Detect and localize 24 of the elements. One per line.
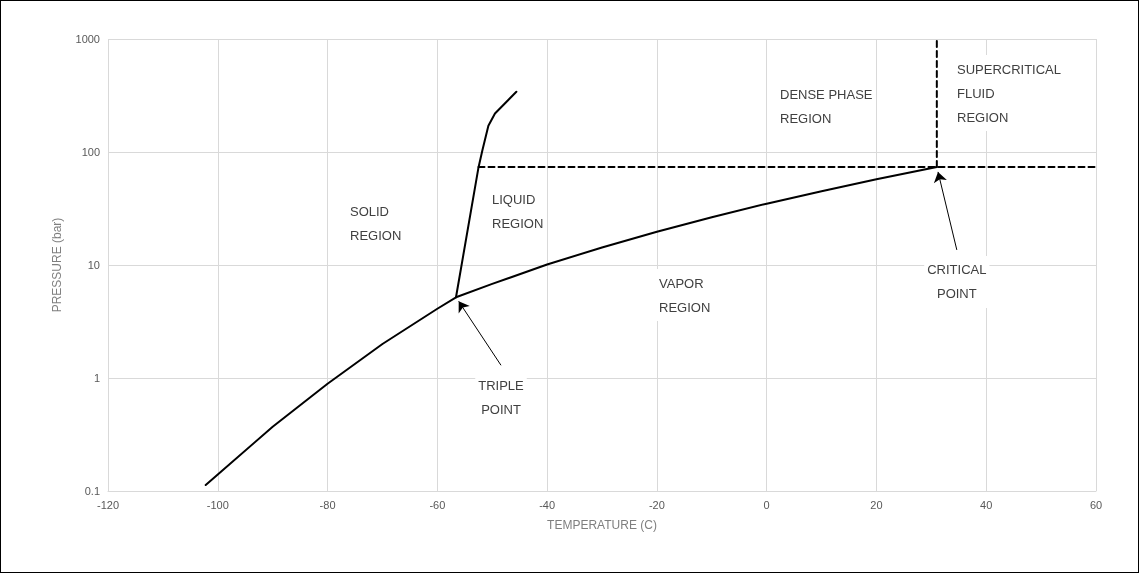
annotation: VAPOR REGION xyxy=(659,275,711,315)
x-tick-label: -40 xyxy=(539,498,556,511)
x-tick-label: -100 xyxy=(206,498,229,511)
x-tick-label: 40 xyxy=(980,498,993,511)
y-tick-label: 1 xyxy=(93,372,100,384)
x-tick-label: 0 xyxy=(763,498,770,511)
annotation: SUPERCRITICAL FLUID REGION xyxy=(957,61,1062,125)
annotation: SOLID REGION xyxy=(350,203,402,243)
x-tick-label: 20 xyxy=(870,498,883,511)
y-tick-label: 100 xyxy=(81,146,100,158)
y-axis-title: PRESSURE (bar) xyxy=(50,217,64,313)
annotation: DENSE PHASE REGION xyxy=(780,86,873,126)
y-tick-label: 0.1 xyxy=(84,485,100,497)
annotation: CRITICAL POINT xyxy=(927,262,987,302)
annotation: TRIPLE POINT xyxy=(478,377,525,417)
x-axis-title: TEMPERATURE (C) xyxy=(547,518,657,532)
annotation: LIQUID REGION xyxy=(492,191,544,231)
y-tick-label: 10 xyxy=(87,259,100,271)
x-tick-label: -60 xyxy=(429,498,446,511)
y-tick-label: 1000 xyxy=(75,33,100,45)
x-tick-label: -80 xyxy=(319,498,336,511)
x-tick-label: -20 xyxy=(648,498,665,511)
x-tick-label: -120 xyxy=(96,498,120,511)
x-tick-label: 60 xyxy=(1089,498,1103,511)
